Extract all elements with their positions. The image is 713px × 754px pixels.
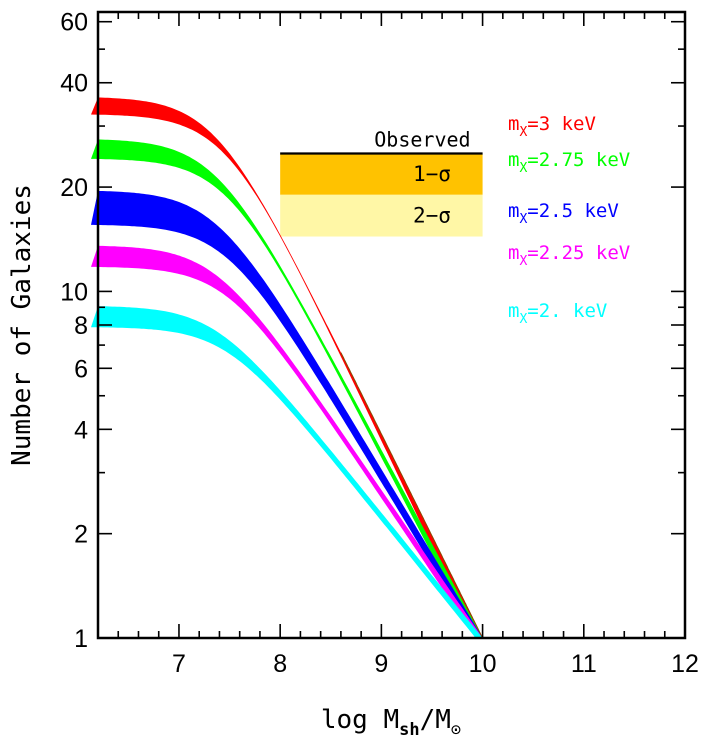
series-band xyxy=(91,245,483,639)
y-axis-title: Number of Galaxies xyxy=(7,184,37,466)
x-tick-label: 12 xyxy=(671,650,699,678)
legend-entry: mX=2.25 keV xyxy=(508,242,630,269)
y-tick-label: 2 xyxy=(74,521,88,549)
legend-value: =2. keV xyxy=(527,300,607,322)
x-tick-label: 11 xyxy=(571,650,597,678)
legend-sub: X xyxy=(519,312,527,327)
legend-entry: mX=2.5 keV xyxy=(508,200,619,227)
x-title-sub: sh xyxy=(399,720,419,740)
y-tick-label: 8 xyxy=(74,312,88,340)
legend-value: =2.75 keV xyxy=(527,149,630,171)
series-edge-line xyxy=(340,352,484,639)
legend-value: =2.5 keV xyxy=(527,200,619,222)
observed-annotation: Observed 1−σ 2−σ xyxy=(280,127,483,228)
legend-value: =2.25 keV xyxy=(527,242,630,264)
legend-entry: mX=2.75 keV xyxy=(508,149,630,176)
y-tick-label: 60 xyxy=(60,9,88,37)
x-title-odot: ⊙ xyxy=(451,720,461,740)
y-tick-label: 10 xyxy=(60,278,88,306)
legend-sub: X xyxy=(519,212,527,227)
y-tick-label: 1 xyxy=(74,625,88,653)
y-tick-label: 20 xyxy=(60,174,88,202)
legend-sub: X xyxy=(519,125,527,140)
observed-bands xyxy=(280,153,483,237)
tick-marks xyxy=(97,12,686,639)
sigma-band-1 xyxy=(280,153,483,195)
x-tick-label: 7 xyxy=(172,650,186,678)
x-tick-label: 10 xyxy=(469,650,497,678)
legend-sub: X xyxy=(519,161,527,176)
series-layer xyxy=(91,97,484,639)
legend-prefix: m xyxy=(508,300,519,322)
y-tick-label: 6 xyxy=(74,355,88,383)
legend-value: =3 keV xyxy=(527,113,596,135)
legend-prefix: m xyxy=(508,149,519,171)
sigma-label: 1−σ xyxy=(413,162,451,186)
legend-prefix: m xyxy=(508,113,519,135)
y-tick-label: 40 xyxy=(60,70,88,98)
x-axis-title: log Msh/M⊙ xyxy=(321,705,461,740)
x-tick-label: 9 xyxy=(374,650,388,678)
x-tick-label: 8 xyxy=(273,650,287,678)
legend-entry: mX=3 keV xyxy=(508,113,596,140)
legend-sub: X xyxy=(519,254,527,269)
legend-entry: mX=2. keV xyxy=(508,300,607,327)
legend-prefix: m xyxy=(508,242,519,264)
legend-prefix: m xyxy=(508,200,519,222)
x-title-main: log M xyxy=(321,705,399,735)
observed-label: Observed xyxy=(374,127,470,151)
x-title-tail: /M xyxy=(420,705,451,735)
y-tick-label: 4 xyxy=(74,416,88,444)
sigma-band-2 xyxy=(280,194,483,237)
sigma-label: 2−σ xyxy=(413,204,451,228)
